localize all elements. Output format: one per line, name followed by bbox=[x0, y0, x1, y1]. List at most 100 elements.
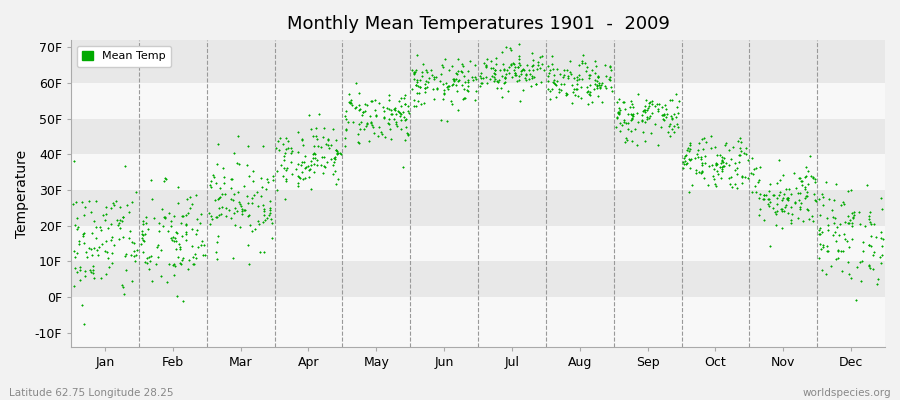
Point bbox=[735, 180, 750, 186]
Point bbox=[401, 131, 416, 138]
Point bbox=[511, 56, 526, 63]
Point bbox=[841, 258, 855, 265]
Point bbox=[375, 104, 390, 110]
Point bbox=[815, 244, 830, 250]
Point bbox=[136, 220, 150, 227]
Point bbox=[679, 152, 693, 158]
Point bbox=[78, 273, 93, 279]
Point bbox=[115, 214, 130, 220]
Point bbox=[101, 255, 115, 262]
Point bbox=[434, 71, 448, 77]
Point bbox=[323, 156, 338, 162]
Point bbox=[715, 158, 729, 164]
Point bbox=[761, 195, 776, 202]
Point bbox=[467, 97, 482, 103]
Point bbox=[310, 162, 324, 168]
Point bbox=[273, 146, 287, 153]
Point bbox=[218, 191, 232, 198]
Point bbox=[858, 223, 872, 229]
Point bbox=[227, 150, 241, 156]
Point bbox=[318, 164, 332, 170]
Point bbox=[852, 209, 867, 216]
Point bbox=[324, 142, 338, 148]
Point bbox=[464, 73, 479, 80]
Point bbox=[580, 64, 595, 70]
Point bbox=[233, 224, 248, 230]
Point bbox=[243, 222, 257, 228]
Point bbox=[508, 70, 522, 76]
Point bbox=[508, 70, 522, 76]
Point bbox=[479, 63, 493, 70]
Point bbox=[592, 82, 607, 88]
Point bbox=[545, 79, 560, 85]
Point bbox=[360, 102, 374, 109]
Point bbox=[554, 87, 569, 93]
Point bbox=[260, 176, 274, 182]
Point bbox=[72, 240, 86, 247]
Point bbox=[302, 163, 316, 169]
Point bbox=[326, 126, 340, 132]
Point bbox=[363, 113, 377, 119]
Point bbox=[588, 77, 602, 83]
Point bbox=[695, 168, 709, 174]
Point bbox=[588, 70, 602, 76]
Point bbox=[276, 172, 291, 179]
Point bbox=[813, 240, 827, 247]
Point bbox=[581, 72, 596, 78]
Point bbox=[162, 261, 176, 267]
Point bbox=[257, 208, 272, 214]
Point bbox=[486, 78, 500, 84]
Bar bbox=[71, 83, 885, 119]
Point bbox=[410, 103, 424, 110]
Point bbox=[815, 242, 830, 248]
Point bbox=[78, 268, 93, 274]
Point bbox=[544, 61, 559, 68]
Point bbox=[488, 66, 502, 73]
Point bbox=[94, 275, 108, 282]
Point bbox=[598, 62, 613, 68]
Point bbox=[636, 129, 651, 135]
Point bbox=[174, 220, 188, 226]
Point bbox=[190, 227, 204, 234]
Point bbox=[655, 104, 670, 110]
Point bbox=[559, 90, 573, 96]
Point bbox=[139, 230, 153, 237]
Point bbox=[457, 79, 472, 85]
Point bbox=[152, 228, 166, 234]
Point bbox=[99, 238, 113, 244]
Point bbox=[412, 89, 427, 96]
Point bbox=[189, 231, 203, 238]
Point bbox=[359, 123, 374, 129]
Point bbox=[487, 70, 501, 76]
Point bbox=[655, 116, 670, 122]
Point bbox=[353, 126, 367, 132]
Point bbox=[707, 181, 722, 187]
Point bbox=[99, 270, 113, 277]
Point bbox=[769, 210, 783, 217]
Point bbox=[873, 254, 887, 260]
Point bbox=[499, 70, 513, 77]
Point bbox=[157, 178, 171, 184]
Point bbox=[570, 81, 584, 88]
Point bbox=[800, 206, 814, 212]
Point bbox=[609, 124, 624, 130]
Point bbox=[142, 254, 157, 261]
Point bbox=[184, 204, 198, 211]
Point bbox=[511, 64, 526, 70]
Point bbox=[248, 226, 263, 232]
Point bbox=[770, 180, 784, 186]
Point bbox=[223, 215, 238, 222]
Point bbox=[624, 111, 638, 118]
Point bbox=[816, 202, 831, 208]
Point bbox=[749, 189, 763, 195]
Point bbox=[667, 128, 681, 135]
Point bbox=[213, 211, 228, 218]
Point bbox=[762, 203, 777, 210]
Point bbox=[583, 71, 598, 78]
Point bbox=[635, 107, 650, 114]
Point bbox=[291, 180, 305, 187]
Point bbox=[591, 74, 606, 80]
Point bbox=[184, 226, 199, 232]
Point bbox=[150, 254, 165, 260]
Point bbox=[170, 254, 184, 260]
